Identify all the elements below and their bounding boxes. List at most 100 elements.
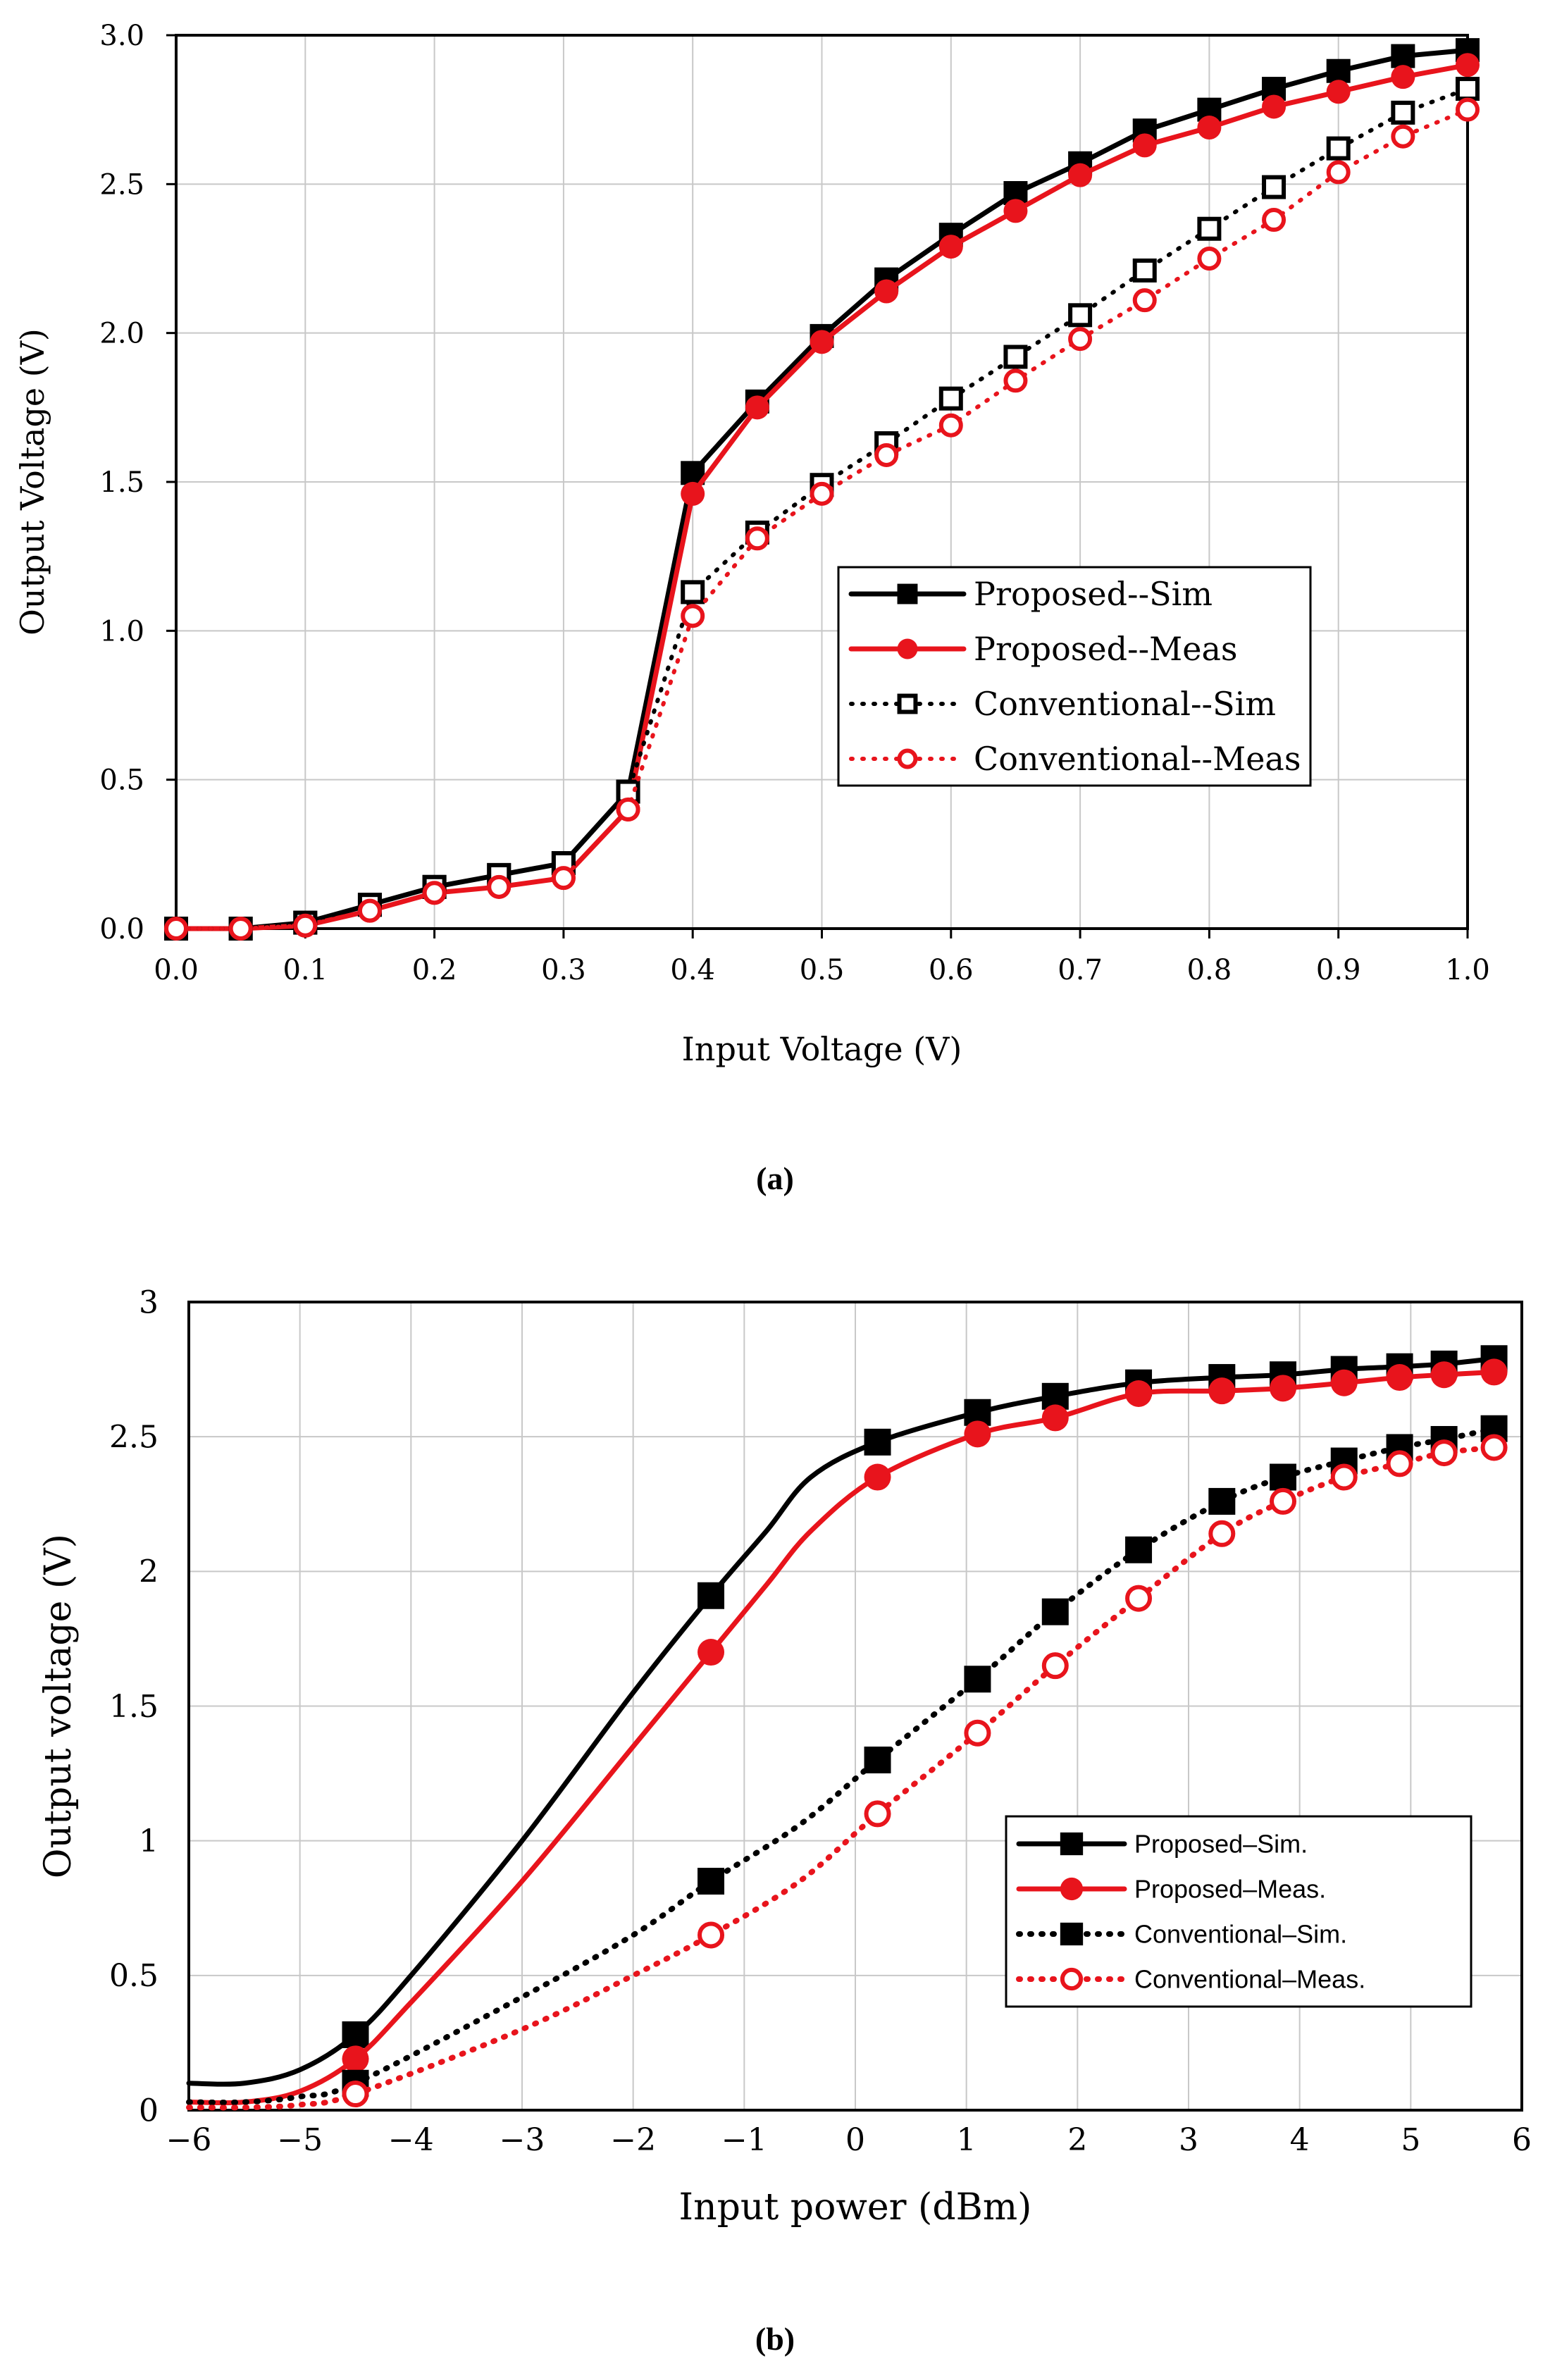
chart-b-legend-label-4: Conventional–Meas. — [1134, 1965, 1365, 1994]
chart-a-y-tick-label: 2.0 — [99, 318, 144, 350]
chart-b-y-axis-label: Output voltage (V) — [37, 1534, 80, 1878]
chart-a-series-3-point — [1003, 345, 1028, 369]
chart-a-x-tick-label: 0.6 — [929, 954, 974, 986]
chart-a-series-2-point — [745, 395, 769, 420]
chart-a-series-group — [164, 38, 1480, 941]
chart-a-series-1-point — [1326, 58, 1351, 83]
chart-a-legend-label-2: Proposed--Meas — [974, 630, 1238, 668]
chart-a-series-3-point — [1262, 175, 1286, 199]
chart-a-series-4-point — [1262, 208, 1286, 233]
chart-a-series-3-point — [681, 580, 705, 605]
chart-b: −6 −5 −4 −3 −2 −1 0 1 2 3 4 5 6 0 0.5 1 1.5 2 2.5 3 Input po… — [37, 1284, 1532, 2229]
chart-a-series-4-point — [1456, 97, 1480, 122]
chart-a-y-tick-label: 3.0 — [99, 20, 144, 52]
chart-b-series-1-point — [342, 2021, 369, 2048]
chart-b-y-tick-label: 1.5 — [109, 1689, 159, 1725]
chart-a-x-tick-label: 1.0 — [1445, 954, 1490, 986]
chart-a-series-2-point — [1003, 199, 1028, 223]
chart-a-series-4-point — [1132, 288, 1157, 313]
chart-b-x-tick-label: 5 — [1401, 2122, 1420, 2158]
chart-b-legend: Proposed–Sim. Proposed–Meas. Conventional–… — [1005, 1815, 1472, 2008]
chart-a-series-2-point — [1456, 53, 1480, 78]
chart-b-legend-marker-3 — [1060, 1922, 1084, 1946]
chart-b-y-tick-label: 0 — [139, 2093, 159, 2128]
chart-a-y-tick-label: 0.5 — [99, 764, 144, 797]
chart-a-legend-marker-4 — [897, 748, 918, 769]
chart-b-series-3-point — [1125, 1536, 1153, 1563]
chart-b-y-tick-label: 3 — [139, 1284, 159, 1320]
chart-a-series-2-point — [681, 481, 705, 506]
chart-a-series-4-point — [164, 917, 188, 941]
chart-a-y-tick-label: 1.5 — [99, 466, 144, 499]
chart-b-series-2-point — [1041, 1404, 1069, 1432]
chart-b-x-tick-label: 3 — [1179, 2122, 1198, 2158]
chart-a-legend-label-4: Conventional--Meas — [974, 740, 1301, 778]
chart-a-y-tick-label: 2.5 — [99, 168, 144, 201]
chart-b-series-2-point — [864, 1463, 891, 1491]
chart-b-series-2-point — [1208, 1377, 1236, 1405]
chart-b-series-4-point — [1041, 1652, 1069, 1680]
chart-b-y-tick-label: 2.5 — [109, 1420, 159, 1456]
chart-a-x-tick-label: 0.5 — [800, 954, 845, 986]
chart-a-legend-marker-1 — [897, 583, 918, 605]
chart-b-series-1-point — [698, 1582, 725, 1609]
chart-b-legend-label-1: Proposed–Sim. — [1134, 1830, 1308, 1859]
chart-b-x-tick-label: 0 — [845, 2122, 865, 2158]
chart-a-series-4-point — [745, 526, 769, 551]
chart-a-series-2-point — [874, 279, 899, 304]
chart-b-series-4-point — [864, 1800, 891, 1828]
chart-b-series-3-point — [864, 1746, 891, 1773]
chart-a-series-4-point — [228, 917, 253, 941]
chart-a-legend: Proposed--Sim Proposed--Meas Conventional-… — [837, 566, 1312, 787]
chart-b-series-4-point — [1480, 1434, 1508, 1461]
chart-b-series-2-point — [1430, 1361, 1458, 1389]
chart-a-series-3-point — [938, 386, 963, 411]
chart-b-legend-label-3: Conventional–Sim. — [1134, 1920, 1347, 1949]
chart-b-legend-box — [1005, 1815, 1472, 2008]
chart-b-series-4-point — [1208, 1520, 1236, 1547]
chart-b-series-4-point — [1430, 1439, 1458, 1467]
chart-a-series-4-point — [1197, 247, 1222, 271]
chart-a-series-1-point — [1391, 44, 1415, 68]
chart-b-series-1-point — [864, 1428, 891, 1456]
chart-a-y-tick-label: 1.0 — [99, 615, 144, 647]
chart-a-series-2-point — [810, 330, 834, 354]
chart-b-series-2-point — [1480, 1358, 1508, 1386]
chart-a-x-tick-label: 0.1 — [283, 954, 328, 986]
chart-b-series-4-point — [342, 2081, 369, 2108]
chart-a-x-tick-label: 0.0 — [154, 954, 199, 986]
chart-b-x-tick-label: −6 — [166, 2122, 212, 2158]
chart-b-series-4-point — [964, 1719, 991, 1747]
chart-a-series-4-point — [681, 604, 705, 628]
chart-b-y-tick-label: 1 — [139, 1823, 159, 1859]
chart-b-x-tick-label: −3 — [500, 2122, 545, 2158]
chart-b-series-2-point — [342, 2045, 369, 2073]
chart-a-x-axis-label: Input Voltage (V) — [682, 1030, 962, 1068]
chart-a-series-4-point — [1003, 368, 1028, 393]
chart-a-series-3-point — [1456, 77, 1480, 101]
chart-a-series-4-point — [487, 874, 512, 899]
chart-a-series-4-point — [357, 898, 382, 923]
chart-b-series-4-point — [1330, 1463, 1358, 1491]
chart-a-legend-label-1: Proposed--Sim — [974, 575, 1213, 613]
chart-b-series-2-point — [1330, 1369, 1358, 1396]
chart-b-series-4-point — [1386, 1450, 1413, 1477]
chart-b-series-4-point — [1125, 1585, 1153, 1612]
chart-b-x-axis-label: Input power (dBm) — [679, 2186, 1032, 2229]
chart-b-legend-marker-1 — [1060, 1832, 1084, 1856]
chart-a-x-tick-label: 0.2 — [412, 954, 457, 986]
chart-a-y-tick-label: 0.0 — [99, 913, 144, 946]
chart-a-series-4-point — [938, 413, 963, 438]
chart-a-series-4-point — [810, 481, 834, 506]
chart-a-series-3-point — [1197, 216, 1222, 241]
chart-a-x-tick-label: 0.3 — [541, 954, 586, 986]
chart-a-y-axis-label: Output Voltage (V) — [13, 328, 51, 636]
chart-a-series-2-point — [1197, 116, 1222, 140]
chart-a-series-4-point — [422, 881, 447, 905]
panel-a-label: (a) — [756, 1160, 794, 1196]
chart-b-series-3-point — [698, 1868, 725, 1895]
chart-b-series-4-point — [698, 1921, 725, 1949]
chart-a-series-2-point — [1391, 65, 1415, 89]
chart-a-series-4-point — [1391, 124, 1415, 149]
